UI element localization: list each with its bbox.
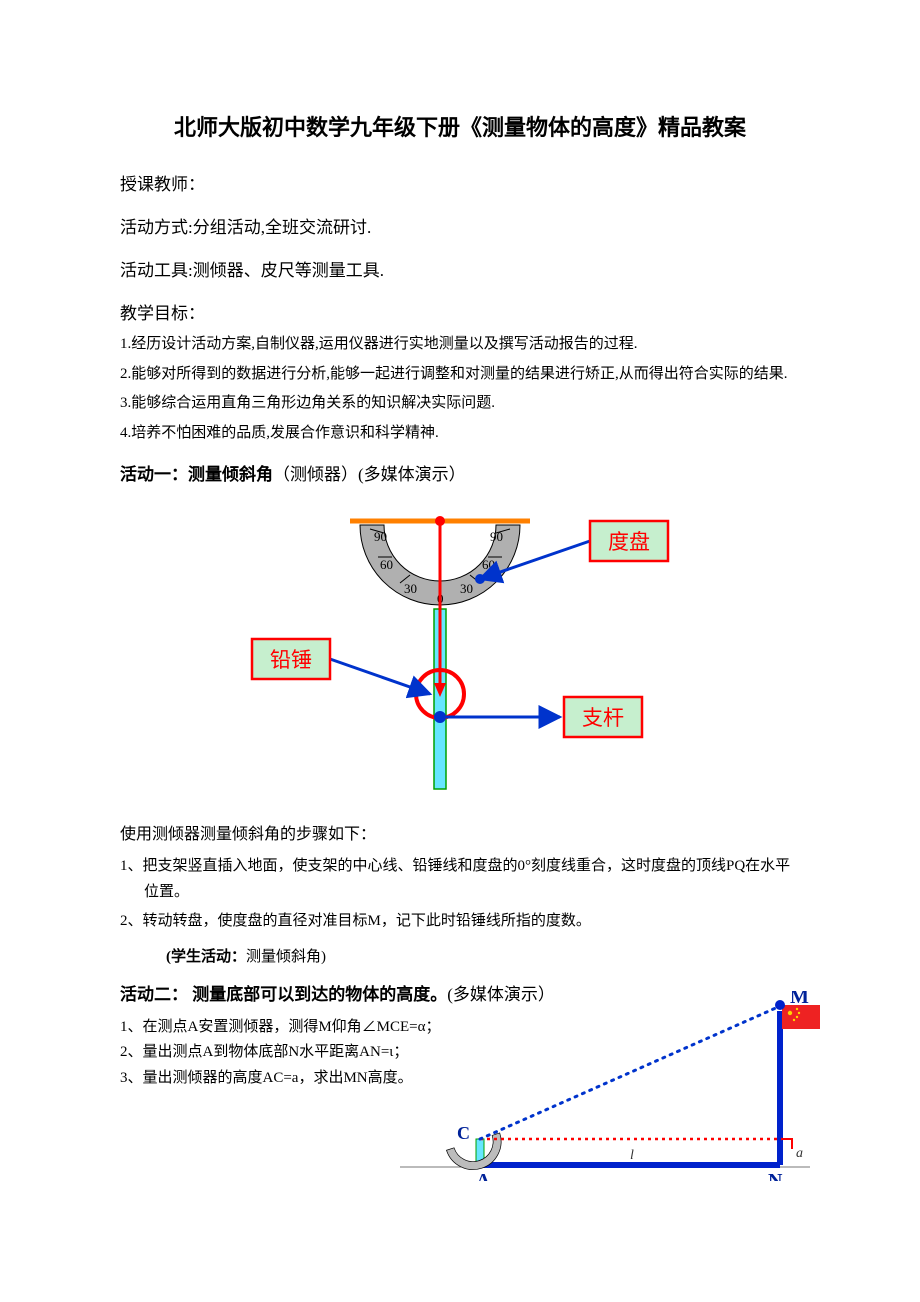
student-activity-bold: (学生活动： xyxy=(166,949,246,965)
goal-3: 3.能够综合运用直角三角形边角关系的知识解决实际问题. xyxy=(120,391,800,417)
teacher-line: 授课教师： xyxy=(120,170,800,195)
svg-text:60: 60 xyxy=(380,557,393,572)
svg-text:铅锤: 铅锤 xyxy=(270,648,312,672)
svg-text:M: M xyxy=(790,991,809,1008)
activity1-heading-note: （测倾器）(多媒体演示） xyxy=(273,465,466,484)
svg-text:支杆: 支杆 xyxy=(582,706,624,730)
activity1-heading: 活动一：测量倾斜角（测倾器）(多媒体演示） xyxy=(120,460,800,485)
tools-label: 活动工具: xyxy=(120,261,193,280)
goal-1: 1.经历设计活动方案,自制仪器,运用仪器进行实地测量以及撰写活动报告的过程. xyxy=(120,332,800,358)
goal-label: 教学目标： xyxy=(120,299,800,324)
svg-text:30: 30 xyxy=(460,581,473,596)
page-title: 北师大版初中数学九年级下册《测量物体的高度》精品教案 xyxy=(120,110,800,142)
method-text: 分组活动,全班交流研讨. xyxy=(193,218,372,237)
svg-text:A: A xyxy=(476,1170,491,1181)
svg-text:l: l xyxy=(630,1148,634,1163)
activity1-step-2: 2、转动转盘，使度盘的直径对准目标M，记下此时铅锤线所指的度数。 xyxy=(120,909,800,935)
svg-text:a: a xyxy=(796,1146,803,1161)
method-label: 活动方式: xyxy=(120,218,193,237)
svg-text:60: 60 xyxy=(482,557,495,572)
student-activity: (学生活动：测量倾斜角) xyxy=(166,945,800,966)
svg-text:C: C xyxy=(457,1123,470,1143)
activity1-steps-intro: 使用测倾器测量倾斜角的步骤如下： xyxy=(120,820,800,844)
activity1-heading-bold: 活动一：测量倾斜角 xyxy=(120,465,273,484)
student-activity-text: 测量倾斜角) xyxy=(246,949,326,965)
svg-text:度盘: 度盘 xyxy=(608,530,650,554)
svg-text:N: N xyxy=(768,1170,783,1181)
clinometer-diagram: 90 60 30 0 90 60 30 xyxy=(120,499,800,804)
svg-text:30: 30 xyxy=(404,581,417,596)
goal-4: 4.培养不怕困难的品质,发展合作意识和科学精神. xyxy=(120,421,800,447)
goal-2: 2.能够对所得到的数据进行分析,能够一起进行调整和对测量的结果进行矫正,从而得出… xyxy=(120,362,800,388)
activity1-step-1: 1、把支架竖直插入地面，使支架的中心线、铅锤线和度盘的0°刻度线重合，这时度盘的… xyxy=(120,854,800,905)
svg-text:90: 90 xyxy=(374,529,387,544)
tools-text: 测倾器、皮尺等测量工具. xyxy=(193,261,384,280)
method-line: 活动方式:分组活动,全班交流研讨. xyxy=(120,213,800,238)
height-diagram: C A N M l a xyxy=(270,991,830,1181)
tools-line: 活动工具:测倾器、皮尺等测量工具. xyxy=(120,256,800,281)
